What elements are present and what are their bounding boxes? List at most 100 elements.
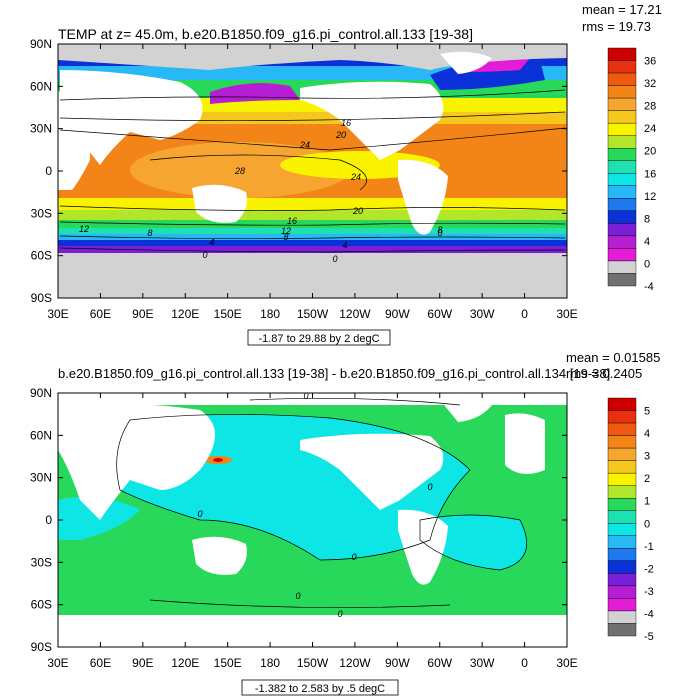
x-tick-label: 150E — [214, 656, 242, 670]
y-tick-label: 90S — [31, 291, 52, 305]
panel-1-field — [58, 44, 567, 298]
colorbar-label: 12 — [644, 191, 656, 203]
contour-label: 16 — [287, 216, 297, 226]
x-tick-label: 120W — [339, 307, 371, 321]
colorbar-label: -1 — [644, 541, 654, 553]
panel-2-y-axis: 90N 60N 30N 0 30S 60S 90S — [30, 386, 567, 654]
panel-1-y-axis: 90N 60N 30N 0 30S 60S 90S — [30, 37, 567, 305]
x-tick-label: 30W — [470, 307, 495, 321]
contour-label: 24 — [350, 172, 361, 182]
contour-label: 28 — [234, 166, 245, 176]
x-tick-label: 30E — [556, 307, 577, 321]
x-tick-label: 120E — [171, 307, 199, 321]
colorbar-swatch — [607, 410, 637, 424]
x-tick-label: 90E — [132, 656, 153, 670]
colorbar-label: -4 — [644, 608, 654, 620]
y-tick-label: 0 — [45, 164, 52, 178]
colorbar-swatch — [607, 85, 637, 99]
colorbar-swatch — [607, 498, 637, 511]
x-tick-label: 90E — [132, 307, 153, 321]
contour-label: 0 — [197, 509, 202, 519]
contour-label: 20 — [335, 130, 346, 140]
panel-2-field — [58, 393, 567, 647]
contour-label: 8 — [283, 232, 288, 242]
panel-1-mean: mean = 17.21 — [582, 2, 662, 17]
colorbar-swatch — [607, 422, 637, 436]
colorbar-swatch — [607, 173, 637, 186]
contour-label: 0 — [427, 482, 432, 492]
x-tick-label: 180 — [260, 656, 280, 670]
colorbar-label: -3 — [644, 586, 654, 598]
panel-2-plot: 0 0 0 0 0 0 30E 60E 90E 120E 150E 180 150W 120W 90W 60… — [30, 386, 578, 670]
colorbar-label: 2 — [644, 473, 650, 485]
contour-label: 8 — [437, 225, 442, 235]
colorbar-label: 32 — [644, 78, 656, 90]
colorbar-label: 5 — [644, 406, 650, 418]
x-tick-label: 30E — [556, 656, 577, 670]
panel-2-x-axis: 30E 60E 90E 120E 150E 180 150W 120W 90W 60W 30W 0 30… — [47, 393, 578, 670]
colorbar-swatch — [607, 122, 637, 136]
contour-label: 16 — [341, 118, 351, 128]
colorbar-label: 28 — [644, 101, 656, 113]
y-tick-label: 30N — [30, 122, 52, 136]
panel-2-colorbar: 5 4 3 2 1 0 -1 -2 -3 -4 -5 — [607, 397, 654, 643]
colorbar-swatch — [607, 472, 637, 486]
colorbar-swatch — [607, 47, 637, 61]
panel-1-x-axis: 30E 60E 90E 120E 150E 180 150W 120W 90W 60W 30W 0 30… — [47, 44, 578, 321]
x-tick-label: 90W — [385, 656, 410, 670]
y-tick-label: 30S — [31, 206, 52, 220]
y-tick-label: 90N — [30, 386, 52, 400]
x-tick-label: 60E — [90, 307, 111, 321]
colorbar-swatch — [607, 185, 637, 199]
colorbar-swatch — [607, 148, 637, 161]
colorbar-swatch — [607, 573, 637, 587]
x-tick-label: 60W — [427, 656, 452, 670]
x-tick-label: 60E — [90, 656, 111, 670]
colorbar-label: 24 — [644, 123, 656, 135]
colorbar-swatch — [607, 273, 637, 287]
contour-label: 24 — [299, 140, 310, 150]
colorbar-swatch — [607, 598, 637, 612]
colorbar-swatch — [607, 110, 637, 124]
colorbar-swatch — [607, 623, 637, 637]
y-tick-label: 60S — [31, 598, 52, 612]
colorbar-label: -2 — [644, 563, 654, 575]
colorbar-swatch — [607, 260, 637, 274]
panel-1-contour-info-box: -1.87 to 29.88 by 2 degC — [247, 329, 391, 346]
contour-label: 0 — [337, 609, 342, 619]
colorbar-label: -5 — [644, 631, 654, 643]
colorbar-swatch — [607, 523, 637, 536]
x-tick-label: 120W — [339, 656, 371, 670]
colorbar-label: 20 — [644, 146, 656, 158]
colorbar-label: 16 — [644, 168, 656, 180]
colorbar-swatch — [607, 198, 637, 212]
x-tick-label: 120E — [171, 656, 199, 670]
colorbar-swatch — [607, 60, 637, 74]
panel-1-colorbar: 36 32 28 24 20 16 12 8 4 0 -4 — [607, 47, 656, 293]
colorbar-swatch — [607, 610, 637, 624]
colorbar-swatch — [607, 535, 637, 549]
x-tick-label: 30E — [47, 307, 68, 321]
panel-2-contour-info-box: -1.382 to 2.583 by .5 degC — [241, 679, 399, 696]
y-tick-label: 60N — [30, 428, 52, 442]
panel-2-contour-labels: 0 0 0 0 0 0 — [197, 391, 432, 619]
contour-label: 4 — [342, 240, 347, 250]
contour-label: 0 — [295, 591, 300, 601]
colorbar-swatch — [607, 585, 637, 599]
contour-label: 0 — [202, 250, 207, 260]
panel-1-title: TEMP at z= 45.0m, b.e20.B1850.f09_g16.pi… — [58, 26, 473, 42]
colorbar-label: 36 — [644, 56, 656, 68]
contour-label: 0 — [332, 254, 337, 264]
colorbar-swatch — [607, 560, 637, 574]
x-tick-label: 30W — [470, 656, 495, 670]
colorbar-swatch — [607, 97, 637, 111]
colorbar-label: 3 — [644, 451, 650, 463]
colorbar-label: -4 — [644, 281, 654, 293]
x-tick-label: 150E — [214, 307, 242, 321]
panel-2-contour-info: -1.382 to 2.583 by .5 degC — [255, 683, 385, 695]
colorbar-label: 4 — [644, 236, 650, 248]
colorbar-swatch — [607, 485, 637, 499]
colorbar-swatch — [607, 235, 637, 249]
colorbar-label: 0 — [644, 258, 650, 270]
